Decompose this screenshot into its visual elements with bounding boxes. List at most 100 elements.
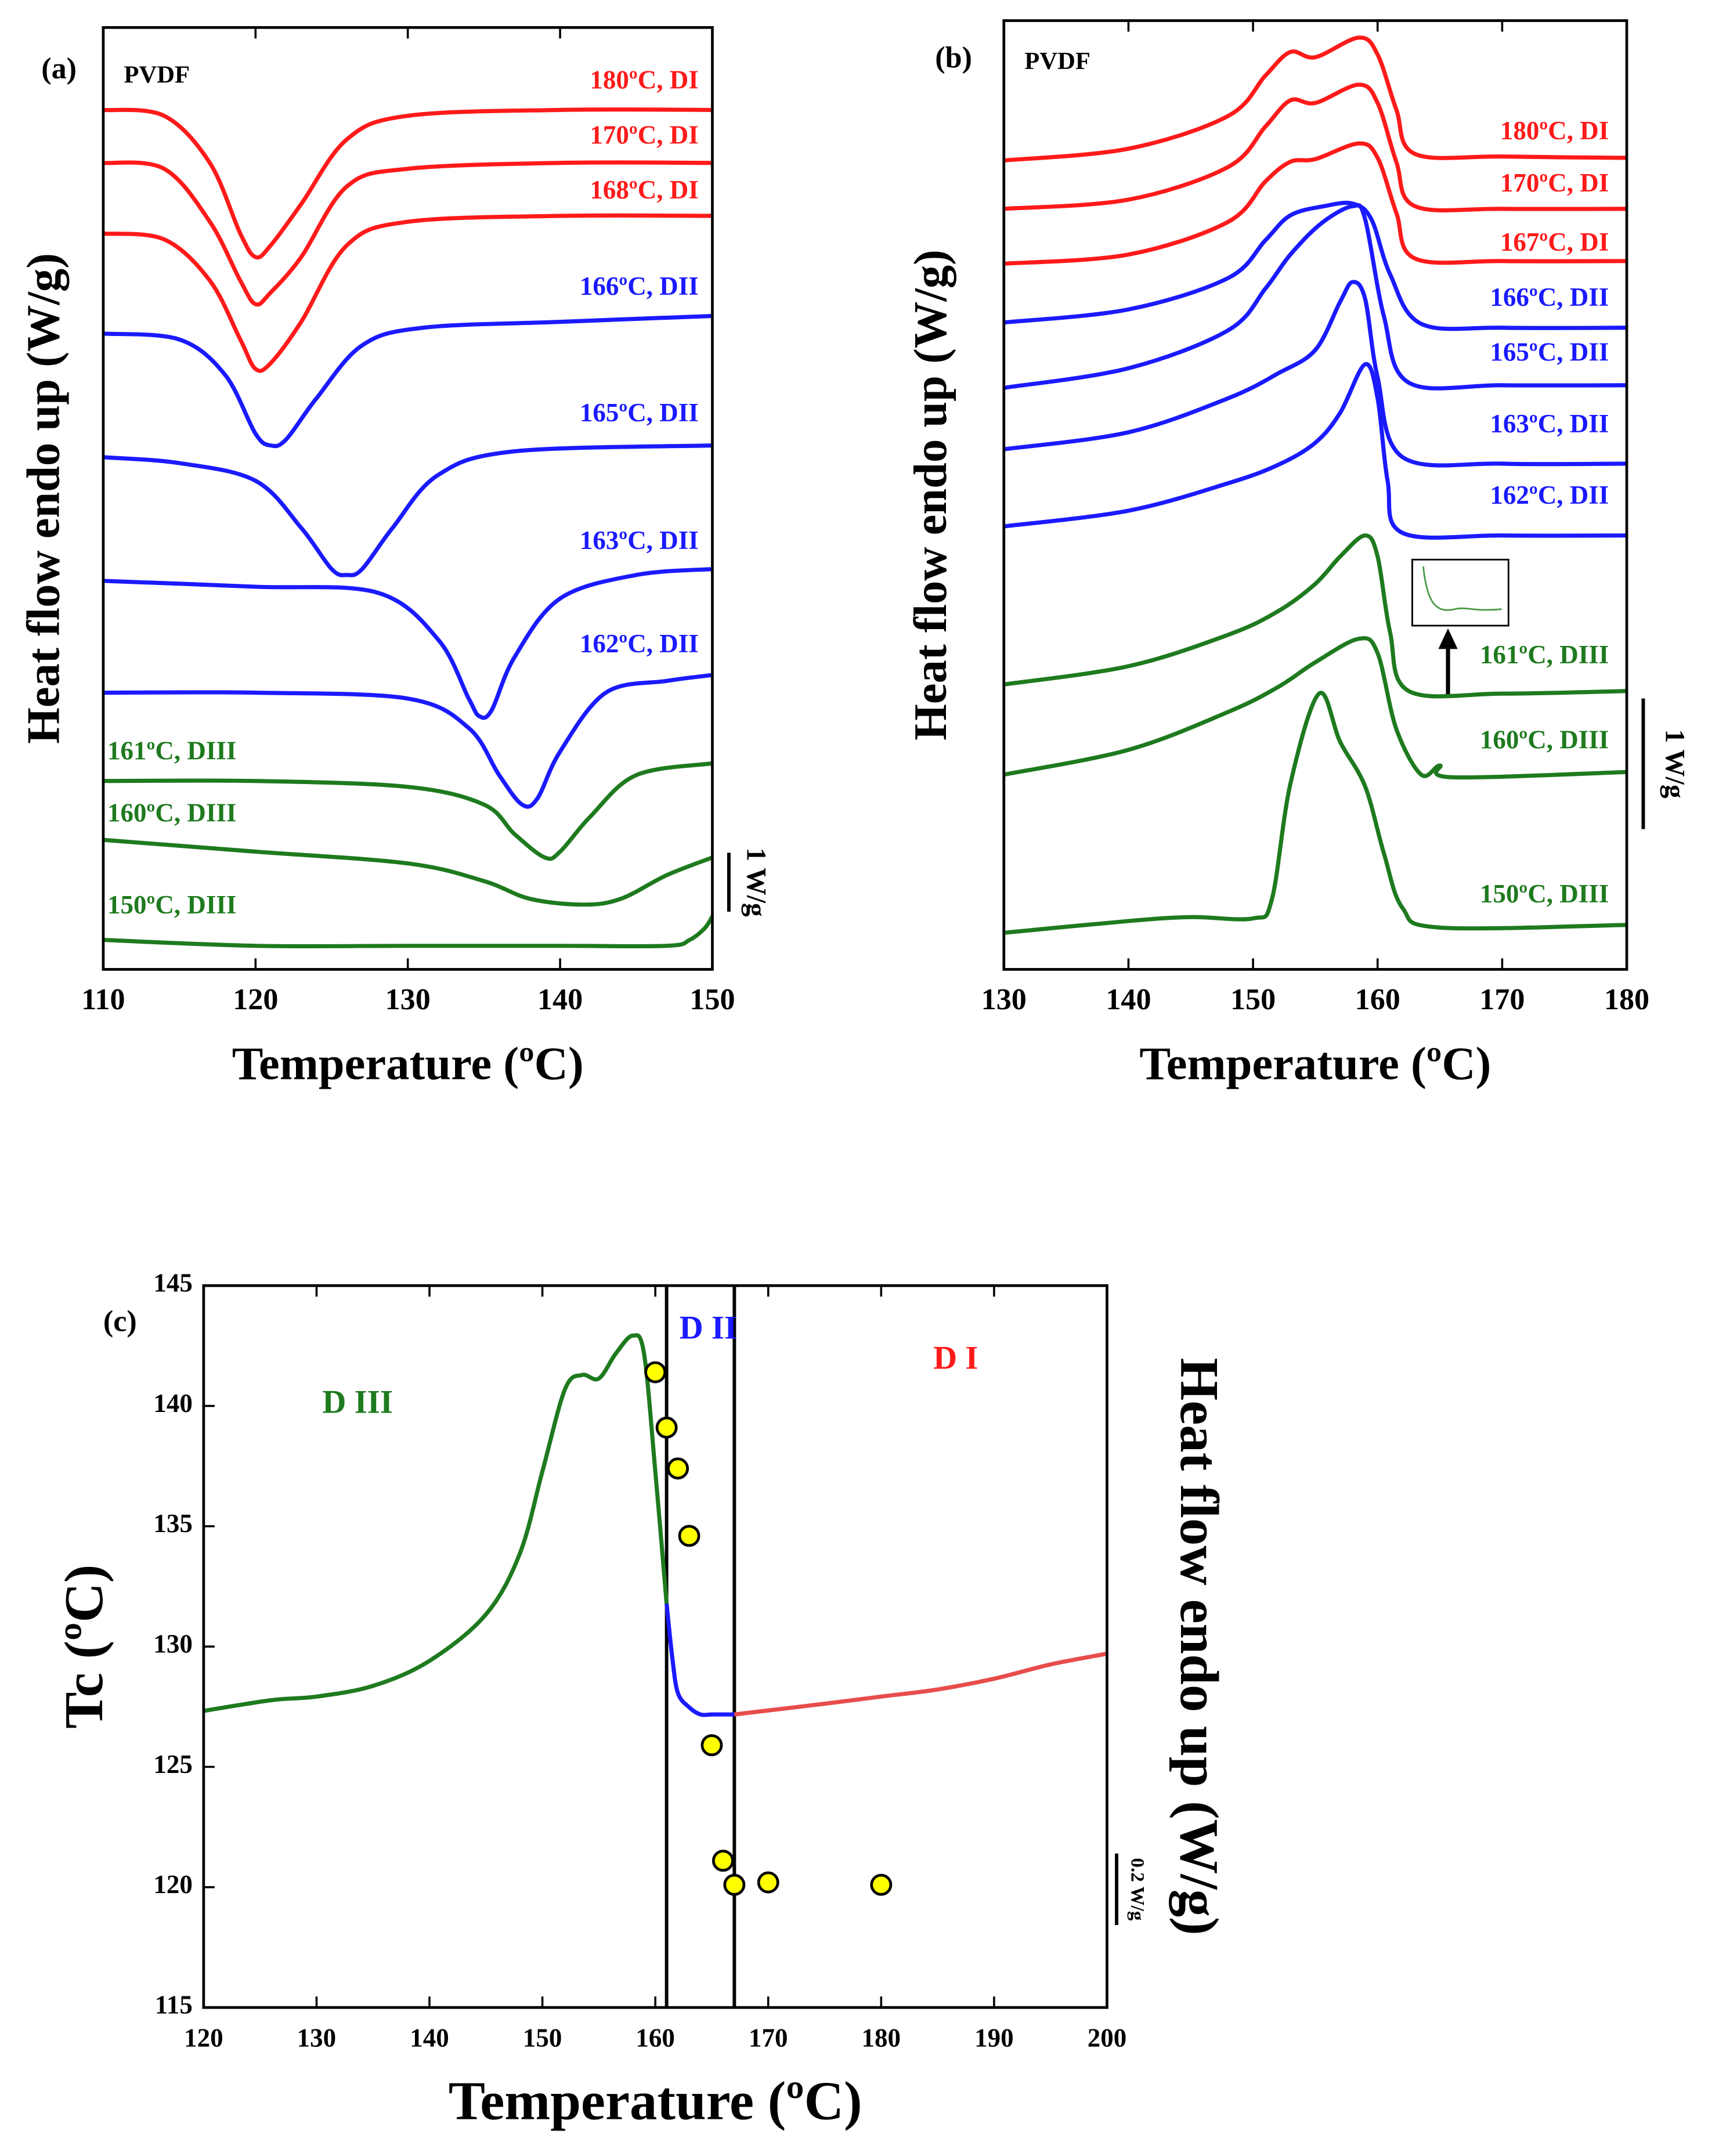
x-tick-label: 130: [981, 983, 1027, 1016]
y-tick-label: 125: [153, 1750, 193, 1779]
inset-arrowhead: [1438, 628, 1458, 649]
x-tick-label: 140: [1106, 983, 1151, 1016]
y-axis-title: Heat flow endo up (W/g): [18, 253, 70, 744]
curve-label: 163ºC, DII: [580, 526, 699, 555]
x-tick-label: 180: [1604, 983, 1649, 1016]
curve: [1003, 362, 1627, 540]
x-axis-title: Temperature (ºC): [232, 1038, 584, 1089]
curve-label: 165ºC, DII: [1490, 338, 1609, 367]
x-tick-label: 120: [184, 2023, 223, 2052]
x-tick-label: 140: [537, 983, 583, 1016]
x-tick-label: 180: [862, 2023, 901, 2052]
x-tick-label: 150: [689, 983, 735, 1016]
point: [712, 1850, 734, 1872]
x-tick-label: 150: [1230, 983, 1276, 1016]
curve-label: 166ºC, DII: [1490, 283, 1609, 312]
x-tick-label: 130: [385, 983, 431, 1016]
scale-bar-label: 1 W/g: [1659, 729, 1689, 799]
x-tick-label: 150: [523, 2023, 562, 2052]
x-tick-label: 120: [233, 983, 278, 1016]
curve: [1003, 200, 1627, 331]
point: [700, 1734, 723, 1757]
curve: [1003, 280, 1627, 468]
y-axis-title: Tc (ºC): [54, 1565, 114, 1729]
y-axis-title: Heat flow endo up (W/g): [905, 250, 956, 741]
curve: [103, 107, 713, 260]
panel: 110 120 130 140 150 180ºC, DI 170ºC, DI 168ºC, …: [18, 26, 771, 1089]
y-tick-label: 135: [153, 1509, 193, 1538]
y-tick-label: 145: [153, 1269, 193, 1298]
region-label: D I: [933, 1340, 978, 1377]
x-axis-title: Temperature (ºC): [449, 2071, 862, 2131]
curve-label: 165ºC, DII: [580, 398, 699, 427]
x-tick-label: 160: [635, 2023, 675, 2052]
curve-label: 150ºC, DIII: [1480, 879, 1609, 908]
curve: [103, 443, 713, 577]
point: [678, 1525, 700, 1547]
curve: [103, 915, 714, 949]
y2-axis-title: Heat flow endo up (W/g): [1169, 1358, 1229, 1935]
plot-frame: [202, 1284, 1108, 2009]
curve: [203, 1333, 669, 1713]
inset-frame: [1411, 558, 1509, 627]
curve-label: 162ºC, DII: [580, 629, 699, 658]
curve: [103, 837, 713, 907]
curve: [1003, 203, 1627, 391]
panel: 120 130 140 150 160 170 180 190 200 115 120 125 130 1…: [54, 1269, 1229, 2132]
inset-curve: [1422, 566, 1502, 611]
curve-label: 170ºC, DI: [590, 120, 698, 149]
point: [667, 1457, 689, 1480]
curve: [103, 160, 713, 307]
curve-label: 150ºC, DIII: [107, 890, 236, 919]
sample-label: PVDF: [124, 61, 190, 88]
x-tick-label: 110: [81, 983, 125, 1016]
sample-label: PVDF: [1024, 48, 1090, 75]
curve-label: 168ºC, DI: [590, 175, 698, 204]
curve-label: 162ºC, DII: [1490, 481, 1609, 510]
y-tick-label: 120: [153, 1870, 193, 1899]
panel-label: (a): [41, 52, 77, 85]
curve-label: 160ºC, DIII: [1480, 725, 1609, 754]
y-tick-label: 130: [153, 1630, 193, 1659]
curve: [103, 313, 713, 449]
point: [870, 1873, 893, 1896]
x-tick-label: 140: [410, 2023, 449, 2052]
curve: [1003, 82, 1627, 213]
y-tick-label: 115: [155, 1990, 193, 2019]
curve-label: 166ºC, DII: [580, 272, 699, 301]
point: [644, 1361, 667, 1384]
point: [723, 1873, 746, 1896]
panel: 130 140 150 160 170 180 180ºC, DI 170ºC, DI 167º…: [905, 19, 1689, 1089]
panel-label: (c): [103, 1305, 137, 1338]
curve: [103, 673, 713, 809]
x-tick-label: 160: [1355, 983, 1400, 1016]
x-tick-label: 190: [974, 2023, 1014, 2052]
curve-label: 180ºC, DI: [1500, 116, 1609, 145]
curve: [665, 1603, 735, 1717]
curve-label: 161ºC, DIII: [107, 736, 236, 765]
scale-bar-label: 0.2 W/g: [1127, 1858, 1149, 1921]
curve: [1003, 691, 1627, 935]
plot-frame: [1002, 19, 1628, 971]
plot-frame: [102, 26, 714, 971]
x-tick-label: 200: [1088, 2023, 1127, 2052]
point: [655, 1416, 678, 1439]
inset: [1411, 558, 1509, 695]
curve: [1003, 141, 1627, 266]
scale-bar-label: 1 W/g: [741, 848, 771, 917]
x-axis-title: Temperature (ºC): [1139, 1038, 1491, 1089]
curve-label: 180ºC, DI: [590, 65, 698, 94]
curve-label: 167ºC, DI: [1500, 227, 1609, 257]
curve-label: 161ºC, DIII: [1480, 640, 1609, 669]
curve: [1003, 636, 1627, 780]
curve-label: 170ºC, DI: [1500, 168, 1609, 197]
curve-label: 160ºC, DIII: [107, 798, 236, 827]
curve: [1003, 35, 1627, 163]
x-tick-label: 130: [297, 2023, 337, 2052]
region-label: D III: [322, 1384, 393, 1420]
panel-label: (b): [935, 41, 972, 74]
curve: [103, 567, 713, 720]
x-tick-label: 170: [1479, 983, 1525, 1016]
